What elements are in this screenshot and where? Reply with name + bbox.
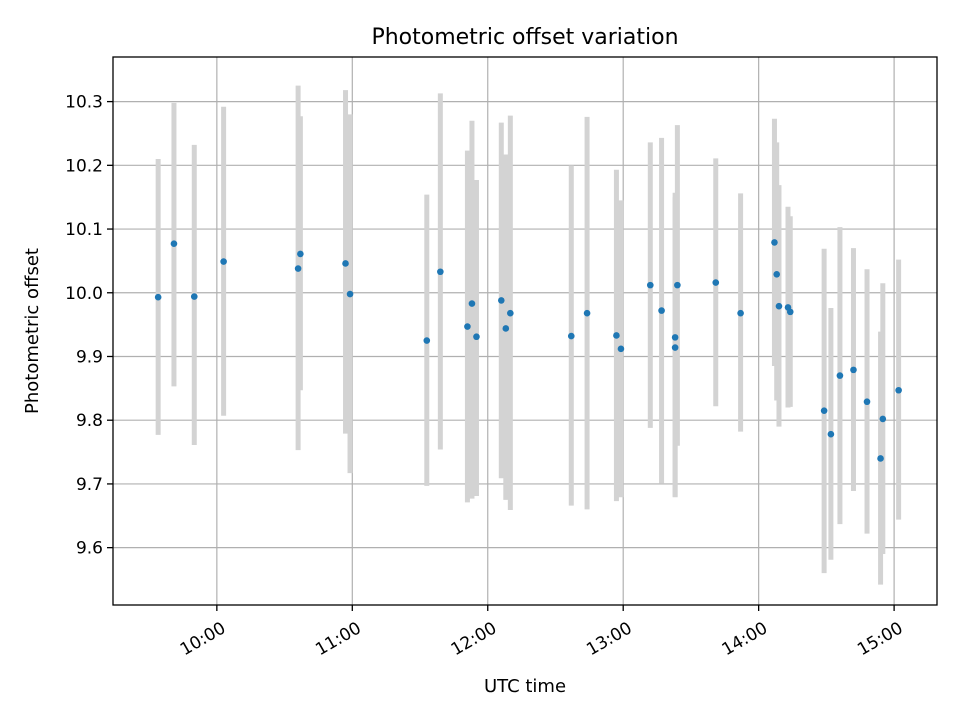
y-tick-label: 10.3 (65, 93, 103, 113)
data-point (773, 270, 781, 278)
plot-frame (112, 56, 938, 606)
data-point (346, 290, 354, 298)
data-point (613, 332, 620, 339)
y-tick-label: 10.2 (65, 156, 103, 176)
y-tick-label: 10.1 (65, 220, 103, 240)
data-point (294, 265, 302, 272)
data-point (617, 345, 625, 353)
data-point (170, 240, 178, 248)
y-tick-label: 9.9 (76, 347, 103, 367)
data-point (437, 268, 444, 276)
data-point (820, 407, 828, 414)
data-point (646, 281, 654, 289)
ticks: 9.6 9.7 9.8 9.9 10.0 10.1 10.2 10.3 10:00 11:00 12… (65, 93, 906, 661)
chart-title: Photometric offset variation (371, 25, 678, 50)
data-point (827, 430, 835, 438)
data-point (190, 293, 198, 300)
data-point (786, 308, 794, 316)
data-point (220, 258, 227, 265)
x-tick-label: 10:00 (177, 618, 229, 660)
data-point (473, 333, 480, 341)
data-point (423, 337, 431, 344)
error-bars (155, 85, 902, 585)
x-axis-label: UTC time (484, 676, 566, 697)
x-tick-label: 15:00 (854, 618, 906, 660)
data-point (468, 300, 476, 307)
data-point (877, 455, 884, 462)
grid (113, 57, 937, 605)
data-point (850, 366, 857, 374)
y-tick-label: 9.8 (76, 411, 103, 431)
data-point (502, 325, 510, 332)
data-point (658, 307, 665, 314)
data-point (583, 309, 591, 317)
data-point (154, 293, 162, 301)
data-point (895, 386, 902, 394)
y-tick-label: 9.7 (76, 475, 103, 495)
x-tick-label: 13:00 (583, 618, 635, 660)
data-point (507, 309, 514, 317)
data-point (836, 372, 844, 379)
data-points (154, 239, 902, 462)
y-tick-label: 10.0 (65, 284, 103, 304)
data-point (775, 302, 783, 310)
data-point (567, 332, 575, 340)
y-tick-label: 9.6 (76, 539, 103, 559)
data-point (297, 250, 304, 258)
y-axis-label: Photometric offset (22, 248, 43, 414)
data-point (879, 415, 887, 423)
data-point (671, 344, 679, 351)
data-point (771, 239, 778, 246)
data-point (712, 279, 720, 286)
x-tick-label: 11:00 (312, 618, 364, 660)
data-point (737, 309, 744, 317)
data-point (863, 398, 871, 406)
x-tick-label: 12:00 (448, 618, 500, 660)
data-point (342, 260, 349, 267)
data-point (497, 297, 505, 304)
data-point (671, 334, 679, 341)
data-point (674, 281, 681, 289)
x-tick-label: 14:00 (719, 618, 771, 660)
data-point (464, 323, 471, 330)
